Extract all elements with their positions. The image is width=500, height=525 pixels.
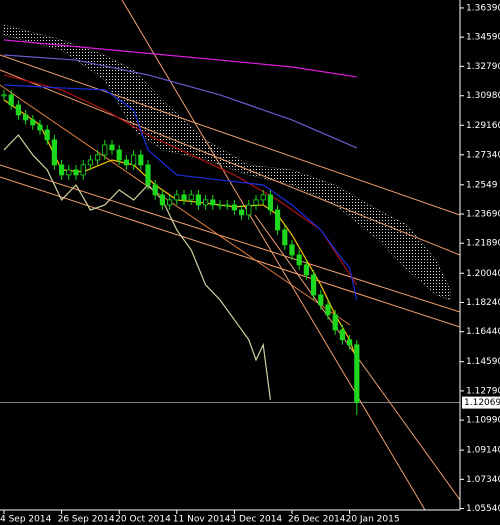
plot-area (0, 0, 460, 510)
candle-body (15, 104, 22, 116)
candle-body (130, 154, 137, 166)
candle-body (339, 329, 346, 341)
candle-body (59, 164, 65, 176)
candle-body (51, 139, 58, 166)
candle-body (87, 159, 93, 166)
candle-body (267, 194, 274, 211)
candle-body (116, 149, 122, 161)
x-tick-label: 11 Nov 2014 (173, 515, 231, 525)
candle-body (296, 254, 302, 266)
y-tick-label: 1.10990 (466, 416, 500, 426)
candle-body (66, 169, 72, 176)
candle-body (188, 194, 194, 201)
trendline (0, 176, 460, 328)
candle-body (145, 164, 151, 186)
candle-body (30, 119, 36, 126)
candle-body (332, 314, 338, 331)
x-tick-label: 4 Sep 2014 (0, 515, 52, 525)
candle-body (138, 154, 144, 166)
candle-body (238, 209, 245, 216)
y-tick-label: 1.20040 (466, 269, 500, 279)
y-tick-label: 1.34590 (466, 33, 500, 43)
y-tick-label: 1.05540 (466, 504, 500, 514)
candle-body (73, 169, 79, 176)
candle-body (303, 264, 310, 276)
candle-body (152, 184, 158, 196)
candle-body (217, 204, 223, 207)
indicator-line (3, 54, 358, 149)
x-tick-label: 26 Dec 2014 (288, 515, 346, 525)
candle-body (166, 199, 173, 206)
current-price-label: 1.12069 (464, 398, 500, 408)
y-tick-label: 1.32790 (466, 62, 500, 72)
trendline (0, 54, 460, 216)
x-tick-label: 20 Oct 2014 (115, 515, 171, 525)
trendline (121, 0, 426, 510)
y-tick-label: 1.16440 (466, 327, 500, 337)
candle-body (253, 199, 259, 206)
candle-body (246, 204, 252, 216)
candle-body (274, 209, 281, 231)
y-tick-label: 1.27340 (466, 150, 500, 160)
candle-body (346, 339, 353, 346)
y-tick-label: 1.14590 (466, 357, 500, 367)
y-tick-label: 1.12790 (466, 386, 500, 396)
candle-body (181, 194, 187, 201)
y-tick-label: 1.29160 (466, 121, 500, 131)
candle-body (80, 164, 86, 176)
y-tick-label: 1.2549 (466, 180, 498, 190)
candle-body (174, 194, 180, 201)
candle-body (310, 274, 317, 296)
candle-body (318, 294, 324, 306)
candles (0, 90, 460, 416)
candle-body (159, 194, 165, 206)
x-tick-label: 20 Jan 2015 (346, 515, 400, 525)
y-tick-label: 1.36390 (466, 3, 500, 13)
candle-body (210, 199, 216, 206)
candle-body (224, 204, 230, 207)
candle-body (195, 194, 201, 206)
trendlines (0, 0, 460, 510)
candle-body (260, 194, 266, 201)
y-tick-label: 1.07340 (466, 475, 500, 485)
y-tick-label: 1.21890 (466, 239, 500, 249)
ichimoku-cloud (3, 24, 451, 301)
candle-body (44, 129, 50, 141)
indicator-line (3, 74, 358, 286)
x-tick-label: 26 Sep 2014 (58, 515, 115, 525)
candle-body (282, 229, 288, 246)
candle-body (1, 94, 7, 97)
candle-body (109, 144, 115, 151)
cloud-layer (3, 24, 451, 301)
y-tick-label: 1.09140 (466, 446, 500, 456)
candle-body (8, 94, 14, 106)
indicator-line (3, 39, 357, 78)
candle-body (354, 344, 360, 403)
candle-body (22, 114, 29, 121)
y-tick-label: 1.23690 (466, 210, 500, 220)
candle-body (325, 304, 331, 316)
current-price-box (462, 396, 500, 409)
axes: 1.36390 1.34590 1.32790 1.30980 1.29160 1.273… (0, 3, 500, 525)
candle-body (102, 144, 108, 156)
candle-body (37, 124, 43, 131)
trendline (0, 69, 460, 256)
y-tick-label: 1.30980 (466, 91, 500, 101)
indicator-line (3, 84, 358, 300)
candle-body (95, 154, 101, 161)
y-tick-label: 1.18240 (466, 298, 500, 308)
x-tick-label: 3 Dec 2014 (230, 515, 282, 525)
trendline (0, 164, 460, 313)
candle-body (289, 244, 295, 256)
candle-body (231, 204, 237, 211)
candle-body (202, 199, 209, 206)
candle-body (123, 159, 129, 166)
